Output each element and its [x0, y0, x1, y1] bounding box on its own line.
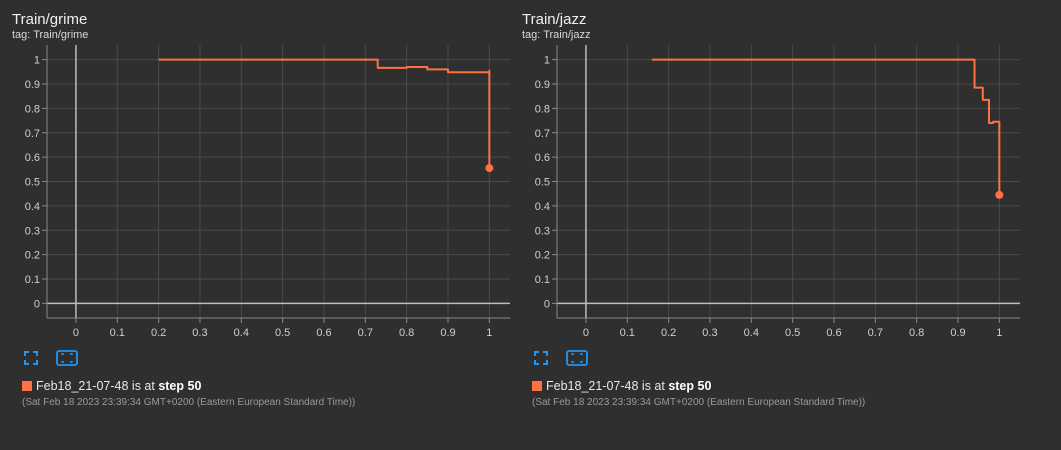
x-tick-label: 0.7 — [358, 327, 373, 339]
y-tick-label: 0.5 — [535, 177, 550, 189]
plot-area[interactable]: 0 0.1 0.2 0.3 0.4 0.5 0.6 0.7 0.8 0.9 1 0 0.1 0.2 0.3 0… — [0, 40, 510, 345]
y-tick-label: 0.2 — [535, 250, 550, 262]
series-end-point — [995, 190, 1004, 199]
fullscreen-icon — [24, 351, 38, 365]
run-status-text: is at — [128, 379, 159, 393]
x-tick-label: 0.3 — [192, 327, 207, 339]
x-tick-label: 1 — [486, 327, 492, 339]
y-tick-label: 0.5 — [25, 177, 40, 189]
x-tick-label: 0.8 — [909, 327, 924, 339]
x-tick-label: 0.2 — [661, 327, 676, 339]
run-name: Feb18_21-07-48 — [546, 379, 639, 393]
x-tick-label: 0.7 — [868, 327, 883, 339]
chart-card-train-jazz: Train/jazz tag: Train/jazz 0 0.1 0.2 0.3 0.4… — [510, 0, 1020, 450]
run-status-text: is at — [638, 379, 669, 393]
x-tick-label: 0.4 — [234, 327, 249, 339]
y-tick-label: 0.6 — [25, 152, 40, 164]
y-tick-label: 0.4 — [25, 201, 40, 213]
y-tick-label: 0.2 — [25, 250, 40, 262]
x-tick-label: 0.1 — [110, 327, 125, 339]
x-tick-label: 0.6 — [826, 327, 841, 339]
y-tick-label: 0.7 — [25, 128, 40, 140]
run-step: step 50 — [158, 379, 202, 393]
run-legend: Feb18_21-07-48 is at step 50 — [22, 379, 201, 393]
chart-tag-label: tag: Train/grime — [12, 29, 89, 41]
series-end-point — [485, 164, 494, 173]
y-tick-label: 1 — [544, 55, 550, 67]
x-tick-label: 0.3 — [702, 327, 717, 339]
x-tick-label: 0.6 — [316, 327, 331, 339]
run-color-swatch — [532, 381, 542, 391]
y-tick-label: 0.1 — [25, 274, 40, 286]
y-tick-label: 0.3 — [25, 225, 40, 237]
y-tick-label: 0.8 — [535, 103, 550, 115]
x-tick-label: 1 — [996, 327, 1002, 339]
run-step: step 50 — [668, 379, 712, 393]
chart-title: Train/grime — [12, 11, 88, 28]
chart-toolbar — [20, 347, 78, 369]
x-tick-label: 0.9 — [950, 327, 965, 339]
fit-domain-icon — [566, 350, 588, 366]
chart-tag-label: tag: Train/jazz — [522, 29, 591, 41]
y-tick-label: 1 — [34, 55, 40, 67]
x-tick-label: 0.8 — [399, 327, 414, 339]
run-timestamp: (Sat Feb 18 2023 23:39:34 GMT+0200 (East… — [532, 397, 866, 408]
x-tick-label: 0.5 — [785, 327, 800, 339]
x-tick-label: 0.1 — [620, 327, 635, 339]
y-tick-label: 0.9 — [25, 79, 40, 91]
y-tick-label: 0.1 — [535, 274, 550, 286]
series-line — [158, 58, 491, 169]
fullscreen-button[interactable] — [20, 348, 42, 368]
fit-domain-icon — [56, 350, 78, 366]
x-tick-label: 0 — [73, 327, 79, 339]
y-tick-label: 0.4 — [535, 201, 550, 213]
y-tick-label: 0 — [544, 298, 550, 310]
fullscreen-button[interactable] — [530, 348, 552, 368]
chart-toolbar — [530, 347, 588, 369]
y-tick-label: 0.8 — [25, 103, 40, 115]
x-tick-label: 0.4 — [744, 327, 759, 339]
y-tick-label: 0.7 — [535, 128, 550, 140]
run-name: Feb18_21-07-48 — [36, 379, 129, 393]
run-color-swatch — [22, 381, 32, 391]
y-tick-label: 0 — [34, 298, 40, 310]
x-tick-label: 0.5 — [275, 327, 290, 339]
chart-title: Train/jazz — [522, 11, 587, 28]
fit-domain-button[interactable] — [566, 348, 588, 368]
fit-domain-button[interactable] — [56, 348, 78, 368]
plot-area[interactable]: 0 0.1 0.2 0.3 0.4 0.5 0.6 0.7 0.8 0.9 1 0 0.1 0.2 0.3 0… — [510, 40, 1020, 345]
series-line — [652, 58, 1001, 195]
chart-card-train-grime: Train/grime tag: Train/grime 0 0.1 0.2 0.3 0… — [0, 0, 510, 450]
fullscreen-icon — [534, 351, 548, 365]
y-tick-label: 0.6 — [535, 152, 550, 164]
y-tick-label: 0.9 — [535, 79, 550, 91]
x-tick-label: 0.2 — [151, 327, 166, 339]
y-tick-label: 0.3 — [535, 225, 550, 237]
x-tick-label: 0.9 — [440, 327, 455, 339]
run-legend: Feb18_21-07-48 is at step 50 — [532, 379, 711, 393]
run-timestamp: (Sat Feb 18 2023 23:39:34 GMT+0200 (East… — [22, 397, 356, 408]
x-tick-label: 0 — [583, 327, 589, 339]
